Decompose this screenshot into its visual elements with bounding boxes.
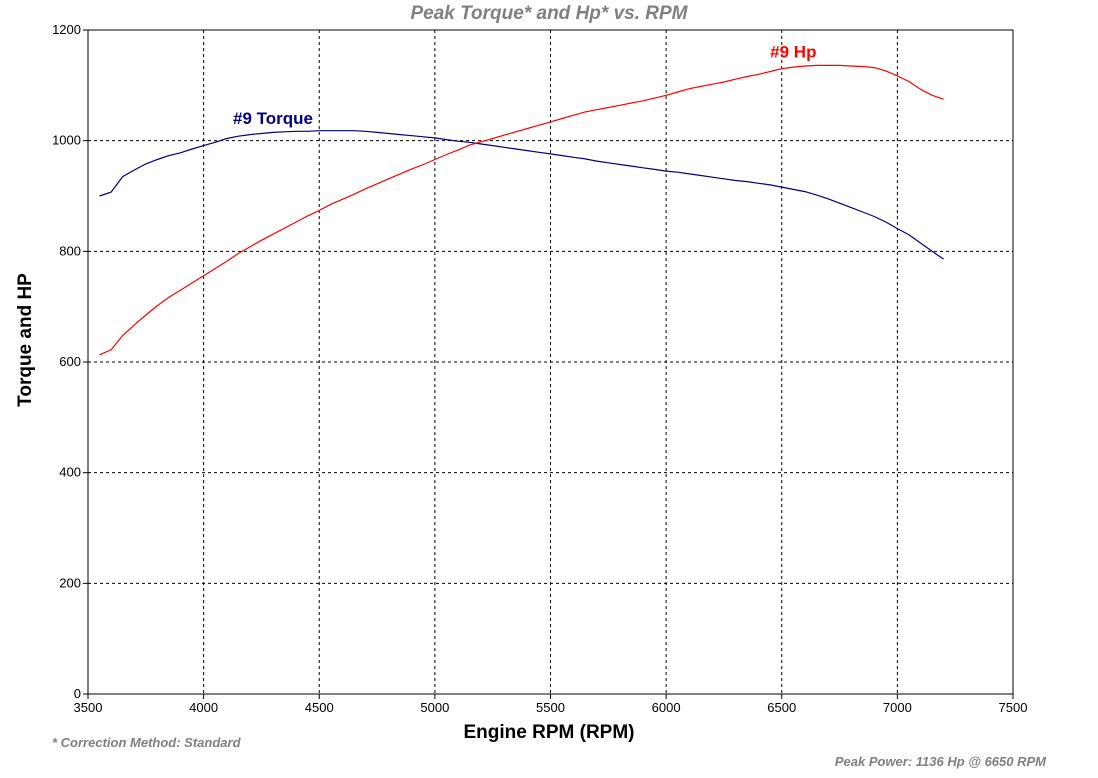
y-tick-label: 1200 <box>52 22 81 37</box>
axes: 3500 4000 4500 5000 5500 6000 6500 7000 7500 0 200… <box>52 22 1027 715</box>
x-tick-label: 4500 <box>305 700 334 715</box>
x-tick-label: 6500 <box>767 700 796 715</box>
series-line-9-torque <box>99 130 944 260</box>
y-axis-title: Torque and HP <box>15 273 36 407</box>
x-tick-label: 5500 <box>536 700 565 715</box>
y-tick-label: 600 <box>59 354 81 369</box>
x-tick-label: 3500 <box>74 700 103 715</box>
series-labels: #9 Torque #9 Hp <box>233 43 816 128</box>
y-tick-label: 400 <box>59 465 81 480</box>
x-tick-label: 7500 <box>999 700 1028 715</box>
grid <box>88 30 1013 694</box>
y-tick-label: 800 <box>59 243 81 258</box>
series-line-9-hp <box>99 64 944 356</box>
y-tick-label: 200 <box>59 575 81 590</box>
correction-method-note: * Correction Method: Standard <box>52 735 242 750</box>
x-tick-label: 5000 <box>420 700 449 715</box>
series-label: #9 Hp <box>770 43 816 62</box>
peak-power-note: Peak Power: 1136 Hp @ 6650 RPM <box>835 754 1047 769</box>
x-tick-label: 6000 <box>652 700 681 715</box>
plot-area <box>99 64 944 356</box>
chart-title: Peak Torque* and Hp* vs. RPM <box>411 3 689 24</box>
x-tick-label: 4000 <box>189 700 218 715</box>
y-tick-label: 0 <box>74 686 81 701</box>
series-label: #9 Torque <box>233 109 313 128</box>
y-tick-label: 1000 <box>52 133 81 148</box>
x-tick-label: 7000 <box>883 700 912 715</box>
x-axis-title: Engine RPM (RPM) <box>464 722 635 743</box>
